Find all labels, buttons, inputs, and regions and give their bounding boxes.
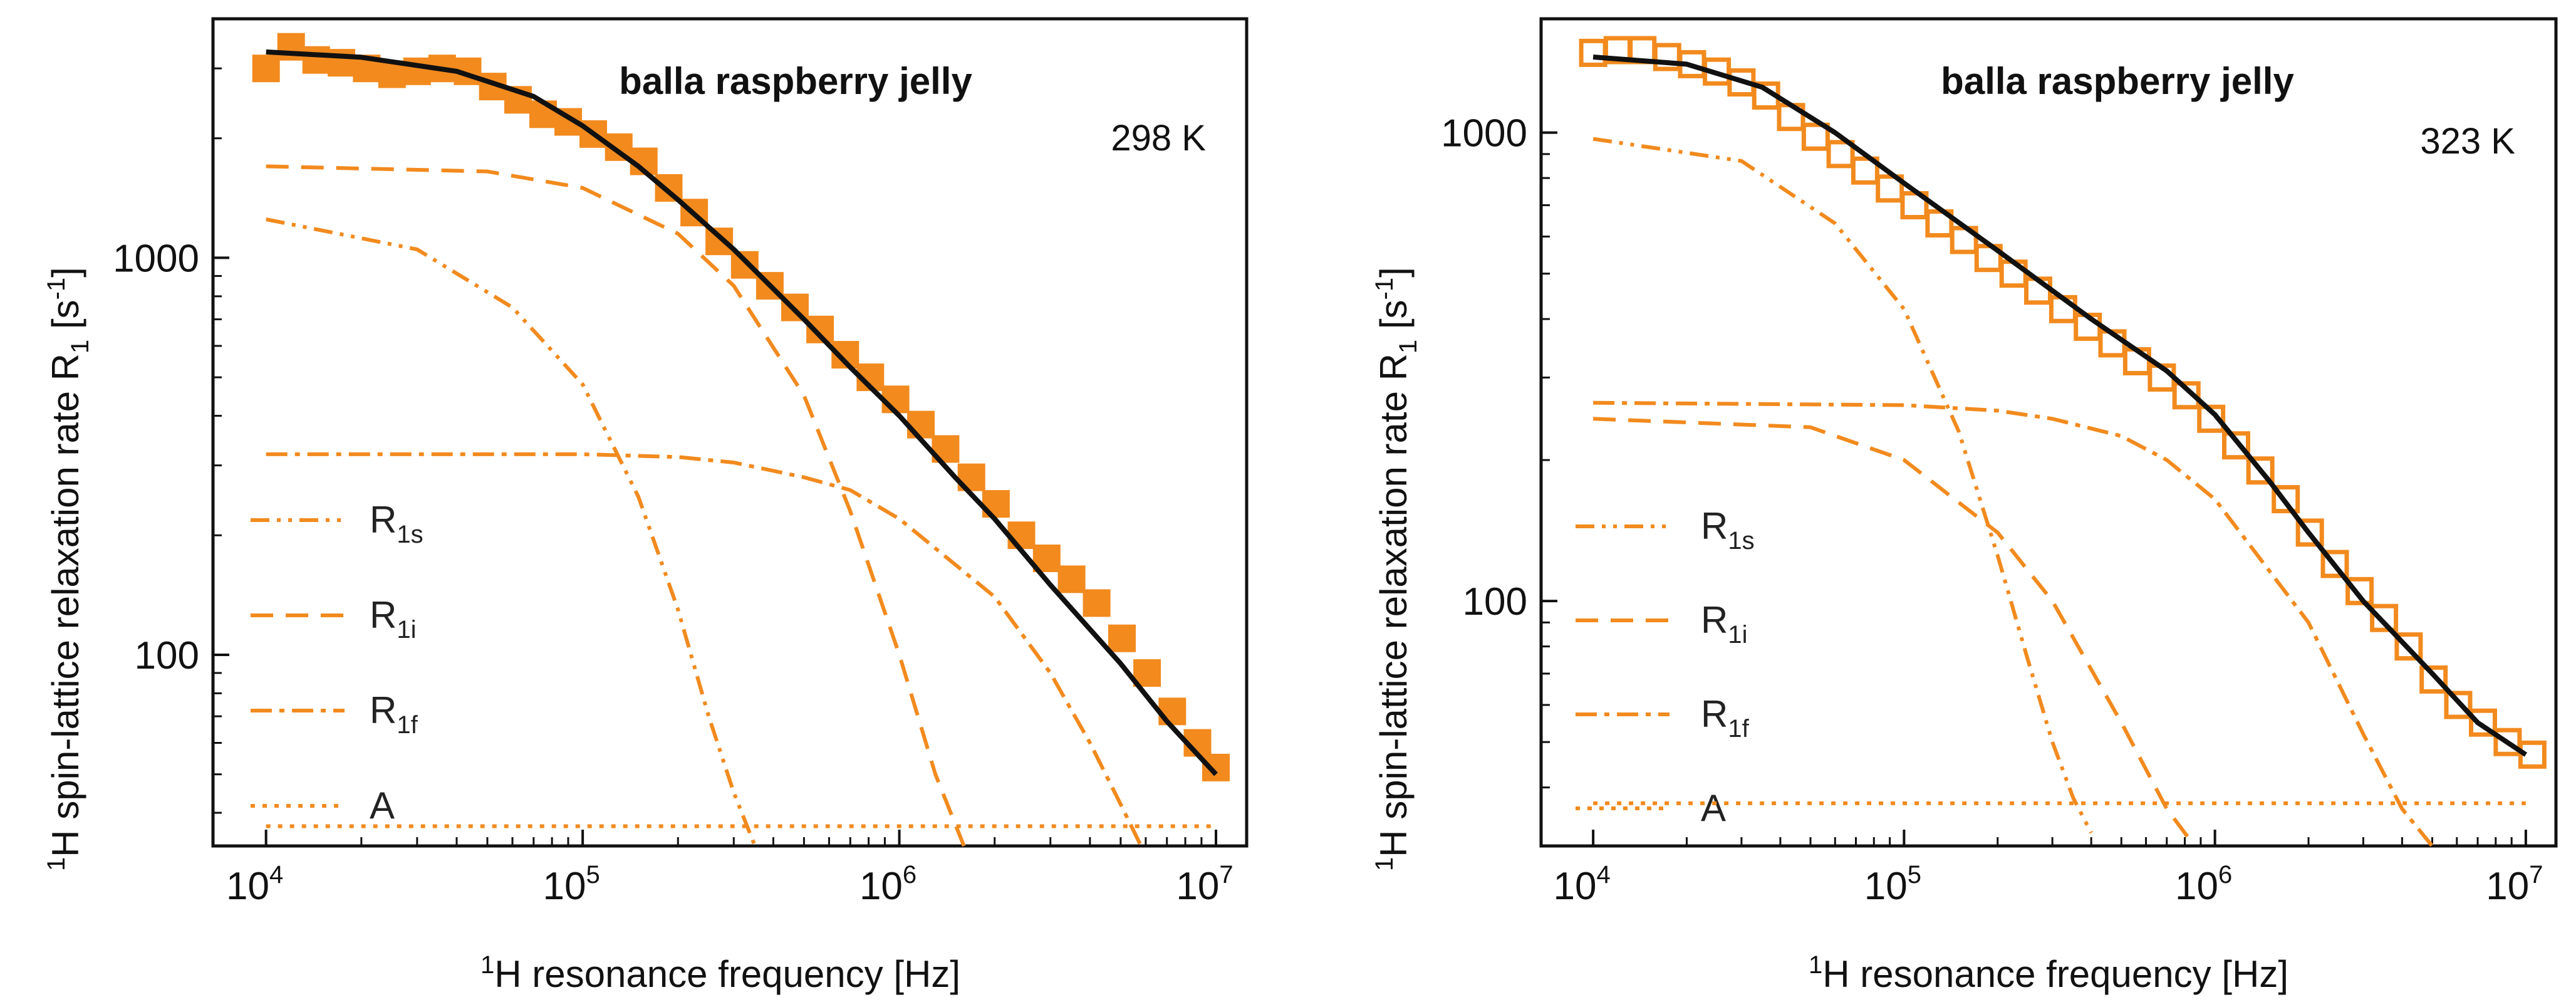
fit-line: [1592, 55, 2528, 757]
data-markers: [1579, 36, 2547, 769]
data-point: [2370, 603, 2399, 632]
data-point: [2518, 740, 2547, 769]
legend-label: R1i: [370, 594, 416, 644]
y-axis-title: 1H spin-lattice relaxation rate R1 [s-1]: [1371, 267, 1422, 871]
curve-r1i: [1592, 417, 2196, 847]
fit-line: [266, 49, 1218, 776]
data-point: [252, 55, 280, 83]
x-tick-label: 105: [543, 861, 600, 908]
legend-label: R1i: [1701, 599, 1747, 649]
legend-label: R1f: [1701, 693, 1750, 743]
data-point: [328, 49, 355, 77]
chart-title: balla raspberry jelly: [619, 60, 972, 102]
data-point: [2295, 518, 2324, 547]
legend: R1s R1i R1f A: [1576, 505, 1755, 829]
data-point: [1158, 697, 1187, 726]
data-point: [2222, 431, 2250, 460]
data-point: [1083, 589, 1111, 617]
data-point: [2469, 708, 2497, 737]
curve-r1f: [266, 452, 1143, 847]
data-point: [730, 251, 759, 279]
data-point: [2172, 381, 2201, 410]
curve-r1s: [266, 217, 757, 847]
x-tick-label: 106: [2175, 861, 2232, 908]
data-point: [2345, 577, 2374, 605]
fit-curve: [266, 49, 1218, 776]
legend-label: A: [370, 785, 395, 827]
data-markers: [252, 33, 1230, 781]
y-axis-title: 1H spin-lattice relaxation rate R1 [s-1]: [43, 267, 94, 871]
data-point: [907, 410, 935, 439]
plot-frame: [1539, 17, 2558, 848]
data-point: [705, 227, 734, 256]
data-point: [1007, 521, 1036, 550]
data-point: [1851, 156, 1879, 185]
legend-label: R1f: [370, 689, 418, 739]
y-tick-label: 100: [1463, 580, 1527, 624]
data-point: [277, 33, 305, 61]
x-tick-label: 107: [1176, 861, 1233, 908]
curve-r1f: [1593, 400, 2434, 847]
y-tick-label: 1000: [1441, 112, 1527, 155]
data-point: [1801, 122, 1830, 151]
axis-ticks: 104 105 106 107 100 1000: [113, 67, 1233, 908]
x-tick-label: 107: [2486, 861, 2543, 908]
x-tick-label: 105: [1864, 861, 1921, 908]
chart-panel-323k: balla raspberry jelly 323 K 1H spin-latt…: [1371, 17, 2558, 995]
data-point: [2197, 404, 2226, 433]
x-tick-label: 104: [226, 861, 283, 908]
legend-label: R1s: [1701, 505, 1755, 555]
data-point: [1876, 174, 1904, 203]
x-tick-label: 104: [1554, 861, 1611, 908]
x-axis-title: 1H resonance frequency [Hz]: [1809, 951, 2288, 995]
component-curves: [1592, 137, 2526, 847]
data-point: [1579, 38, 1607, 67]
axis-ticks: 104 105 106 107 100 1000: [1441, 112, 2543, 908]
chart-title: balla raspberry jelly: [1941, 60, 2294, 102]
temperature-label: 323 K: [2420, 121, 2515, 162]
y-tick-label: 1000: [113, 237, 199, 280]
data-point: [2394, 632, 2423, 661]
data-point: [2272, 485, 2300, 514]
legend-label: R1s: [370, 499, 423, 548]
data-point: [1057, 565, 1086, 593]
x-tick-label: 106: [860, 861, 917, 908]
data-point: [2246, 456, 2275, 485]
chart-panel-298k: balla raspberry jelly 298 K 1H spin-latt…: [43, 17, 1249, 995]
data-point: [1826, 140, 1855, 169]
data-point: [2444, 691, 2473, 719]
data-point: [302, 46, 330, 74]
y-tick-label: 100: [135, 634, 199, 677]
data-point: [1108, 624, 1136, 652]
legend-label: A: [1701, 787, 1726, 829]
fit-curve: [1592, 55, 2528, 757]
plot-frame: [211, 17, 1249, 848]
x-axis-title: 1H resonance frequency [Hz]: [480, 951, 960, 995]
curve-r1s: [1592, 137, 2093, 834]
data-point: [2419, 665, 2448, 694]
data-point: [2320, 550, 2349, 578]
legend: R1s R1i R1f A: [251, 499, 423, 827]
curve-r1i: [266, 164, 966, 847]
temperature-label: 298 K: [1111, 118, 1206, 159]
component-curves: [266, 164, 1216, 847]
